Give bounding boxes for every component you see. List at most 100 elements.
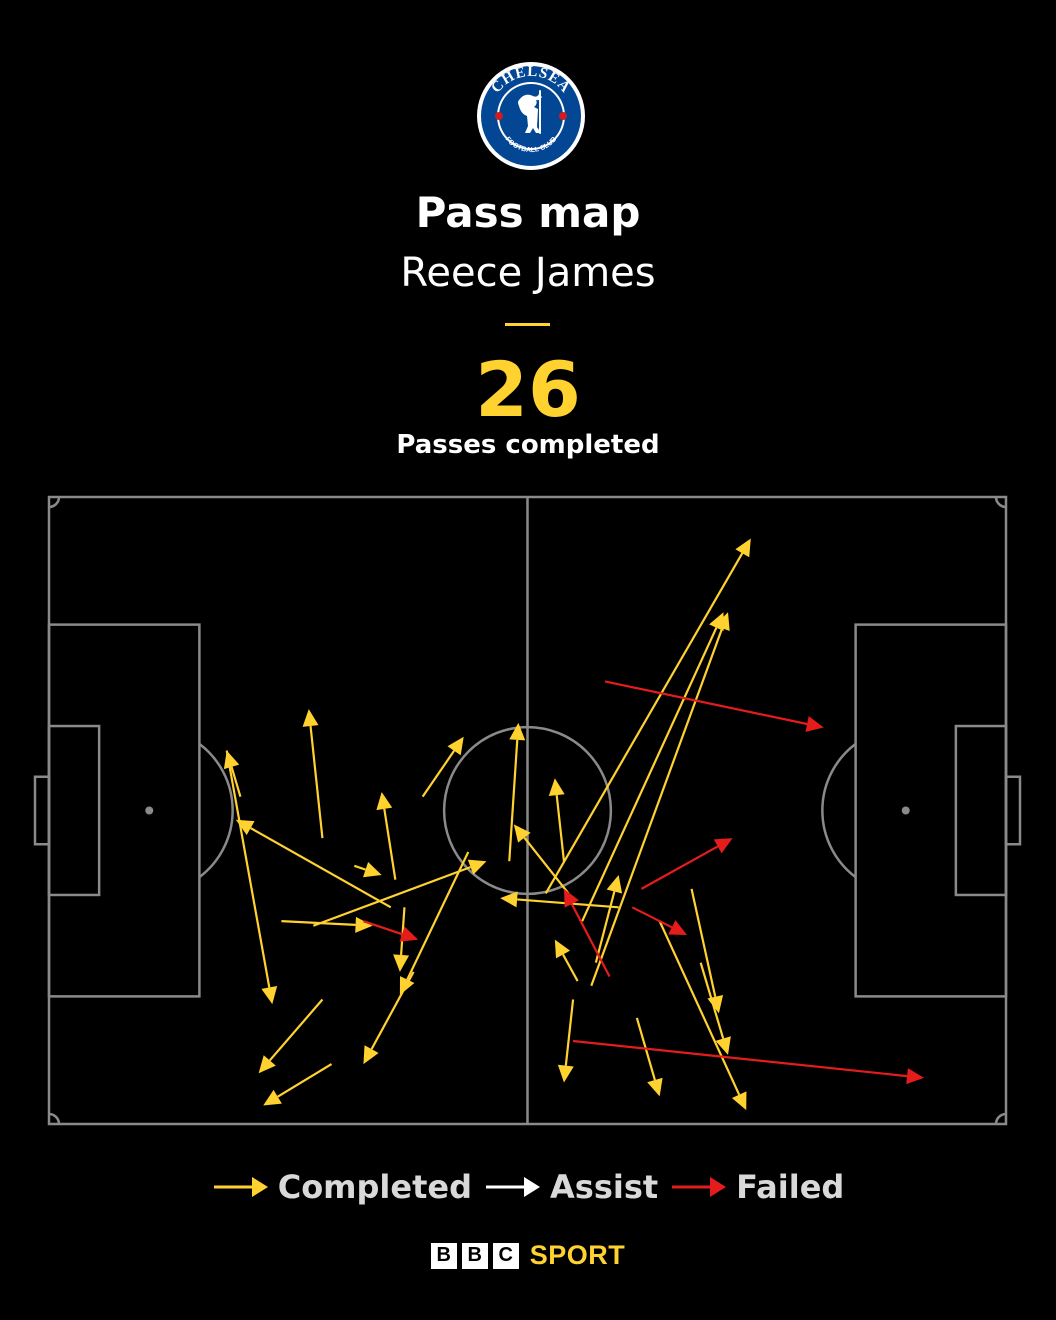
legend-label-assist: Assist xyxy=(550,1168,659,1206)
pass-arrow-completed xyxy=(635,1017,663,1097)
pass-line xyxy=(640,845,719,890)
chart-title: Pass map xyxy=(415,188,641,237)
pass-arrowhead xyxy=(363,1045,379,1065)
pass-arrow-completed xyxy=(508,722,526,862)
pass-arrow-completed xyxy=(594,875,623,963)
pass-arrow-completed xyxy=(263,1063,333,1106)
pass-arrowhead xyxy=(447,736,464,756)
pass-arrow-completed xyxy=(658,920,747,1111)
title-divider xyxy=(505,323,550,326)
pass-line xyxy=(581,627,718,922)
pass-arrow-completed xyxy=(363,971,415,1065)
pass-line xyxy=(383,808,397,880)
pass-arrow-failed xyxy=(563,888,611,977)
goal-left xyxy=(33,775,51,846)
legend: Completed Assist Failed xyxy=(0,1166,1056,1208)
pass-arrowhead xyxy=(554,939,571,959)
pass-arrowhead xyxy=(363,862,382,878)
bbc-letter-box: C xyxy=(492,1242,519,1269)
pass-arrow-completed xyxy=(312,859,487,927)
legend-item-failed: Failed xyxy=(670,1168,844,1206)
pass-arrowhead xyxy=(715,1036,731,1055)
bbc-sport-logo: B B C SPORT xyxy=(0,1240,1056,1271)
pass-arrowhead xyxy=(647,1077,663,1097)
red-arrow-icon xyxy=(672,1177,727,1197)
passes-completed-value: 26 xyxy=(475,345,581,434)
pass-arrowhead xyxy=(606,875,623,894)
pass-line xyxy=(421,750,456,798)
pass-line xyxy=(508,739,519,862)
pass-arrowhead xyxy=(467,859,487,875)
pass-arrow-completed xyxy=(353,862,382,878)
pass-line xyxy=(400,907,406,955)
pass-arrow-completed xyxy=(590,612,730,987)
pass-arrowhead xyxy=(235,819,255,836)
pass-arrow-failed xyxy=(631,906,687,935)
pass-arrowhead xyxy=(668,920,687,935)
legend-item-assist: Assist xyxy=(484,1168,658,1206)
pass-arrowhead xyxy=(709,612,724,632)
pass-arrowhead xyxy=(355,916,373,933)
pass-line xyxy=(523,836,570,895)
pass-arrowhead xyxy=(563,888,579,908)
pass-line xyxy=(370,971,415,1050)
player-name: Reece James xyxy=(400,250,656,296)
pass-line xyxy=(572,1039,908,1078)
pass-arrow-completed xyxy=(699,962,731,1055)
lion-icon xyxy=(518,90,542,134)
pass-arrowhead xyxy=(713,838,733,854)
pass-arrowhead xyxy=(500,891,518,908)
goal-area-right xyxy=(954,724,1008,897)
club-crest-logo: CHELSEA FOOTBALL CLUB xyxy=(477,62,585,170)
pass-line xyxy=(544,552,744,895)
bbc-letter-box: B xyxy=(430,1242,457,1269)
penalty-area-right xyxy=(854,623,1008,998)
pass-arrow-completed xyxy=(544,538,751,895)
pass-arrow-completed xyxy=(399,851,470,995)
pass-line xyxy=(281,920,356,926)
pass-line xyxy=(562,953,579,982)
pass-line xyxy=(570,903,611,977)
pass-arrow-completed xyxy=(548,778,566,862)
corner-arc xyxy=(48,1112,61,1125)
pass-arrowhead xyxy=(263,1089,282,1106)
pass-line xyxy=(699,962,725,1039)
pass-arrowhead xyxy=(513,824,531,843)
pass-arrow-failed xyxy=(363,920,419,942)
penalty-spot-right xyxy=(901,806,910,815)
passes-completed-label: Passes completed xyxy=(396,430,660,460)
corner-arc xyxy=(994,1112,1007,1125)
white-arrow-icon xyxy=(486,1177,540,1197)
penalty-area-left xyxy=(47,623,201,998)
pass-arrow-completed xyxy=(581,612,724,922)
legend-label-completed: Completed xyxy=(277,1168,472,1206)
pass-arrowhead xyxy=(731,1091,747,1111)
crest-rose-left-icon xyxy=(495,112,503,120)
pass-arrow-completed xyxy=(557,999,575,1083)
pass-arrowhead xyxy=(302,709,319,727)
pass-arrow-failed xyxy=(572,1039,924,1085)
pass-line xyxy=(658,920,741,1096)
corner-arc xyxy=(48,496,61,509)
pitch-markings xyxy=(33,495,1022,1126)
centre-circle xyxy=(442,725,613,896)
pass-line xyxy=(268,998,324,1062)
pass-arrowhead xyxy=(557,1064,574,1083)
pass-arrow-completed xyxy=(302,709,324,839)
pass-arrowhead xyxy=(735,538,751,558)
pass-arrow-completed xyxy=(258,998,324,1074)
pass-arrow-completed xyxy=(225,750,278,1005)
pass-line xyxy=(406,851,470,981)
penalty-arc-right xyxy=(821,742,857,879)
pass-line xyxy=(230,766,242,797)
sport-wordmark: SPORT xyxy=(529,1240,626,1270)
pass-line xyxy=(225,750,271,988)
pass-arrow-failed xyxy=(604,680,824,732)
pass-line xyxy=(312,866,471,927)
pass-line xyxy=(564,999,575,1066)
pass-arrow-completed xyxy=(223,750,242,797)
pass-arrow-completed xyxy=(393,907,410,972)
corner-arc xyxy=(994,496,1007,509)
pass-arrowhead xyxy=(548,778,565,796)
pass-arrows xyxy=(223,538,924,1111)
